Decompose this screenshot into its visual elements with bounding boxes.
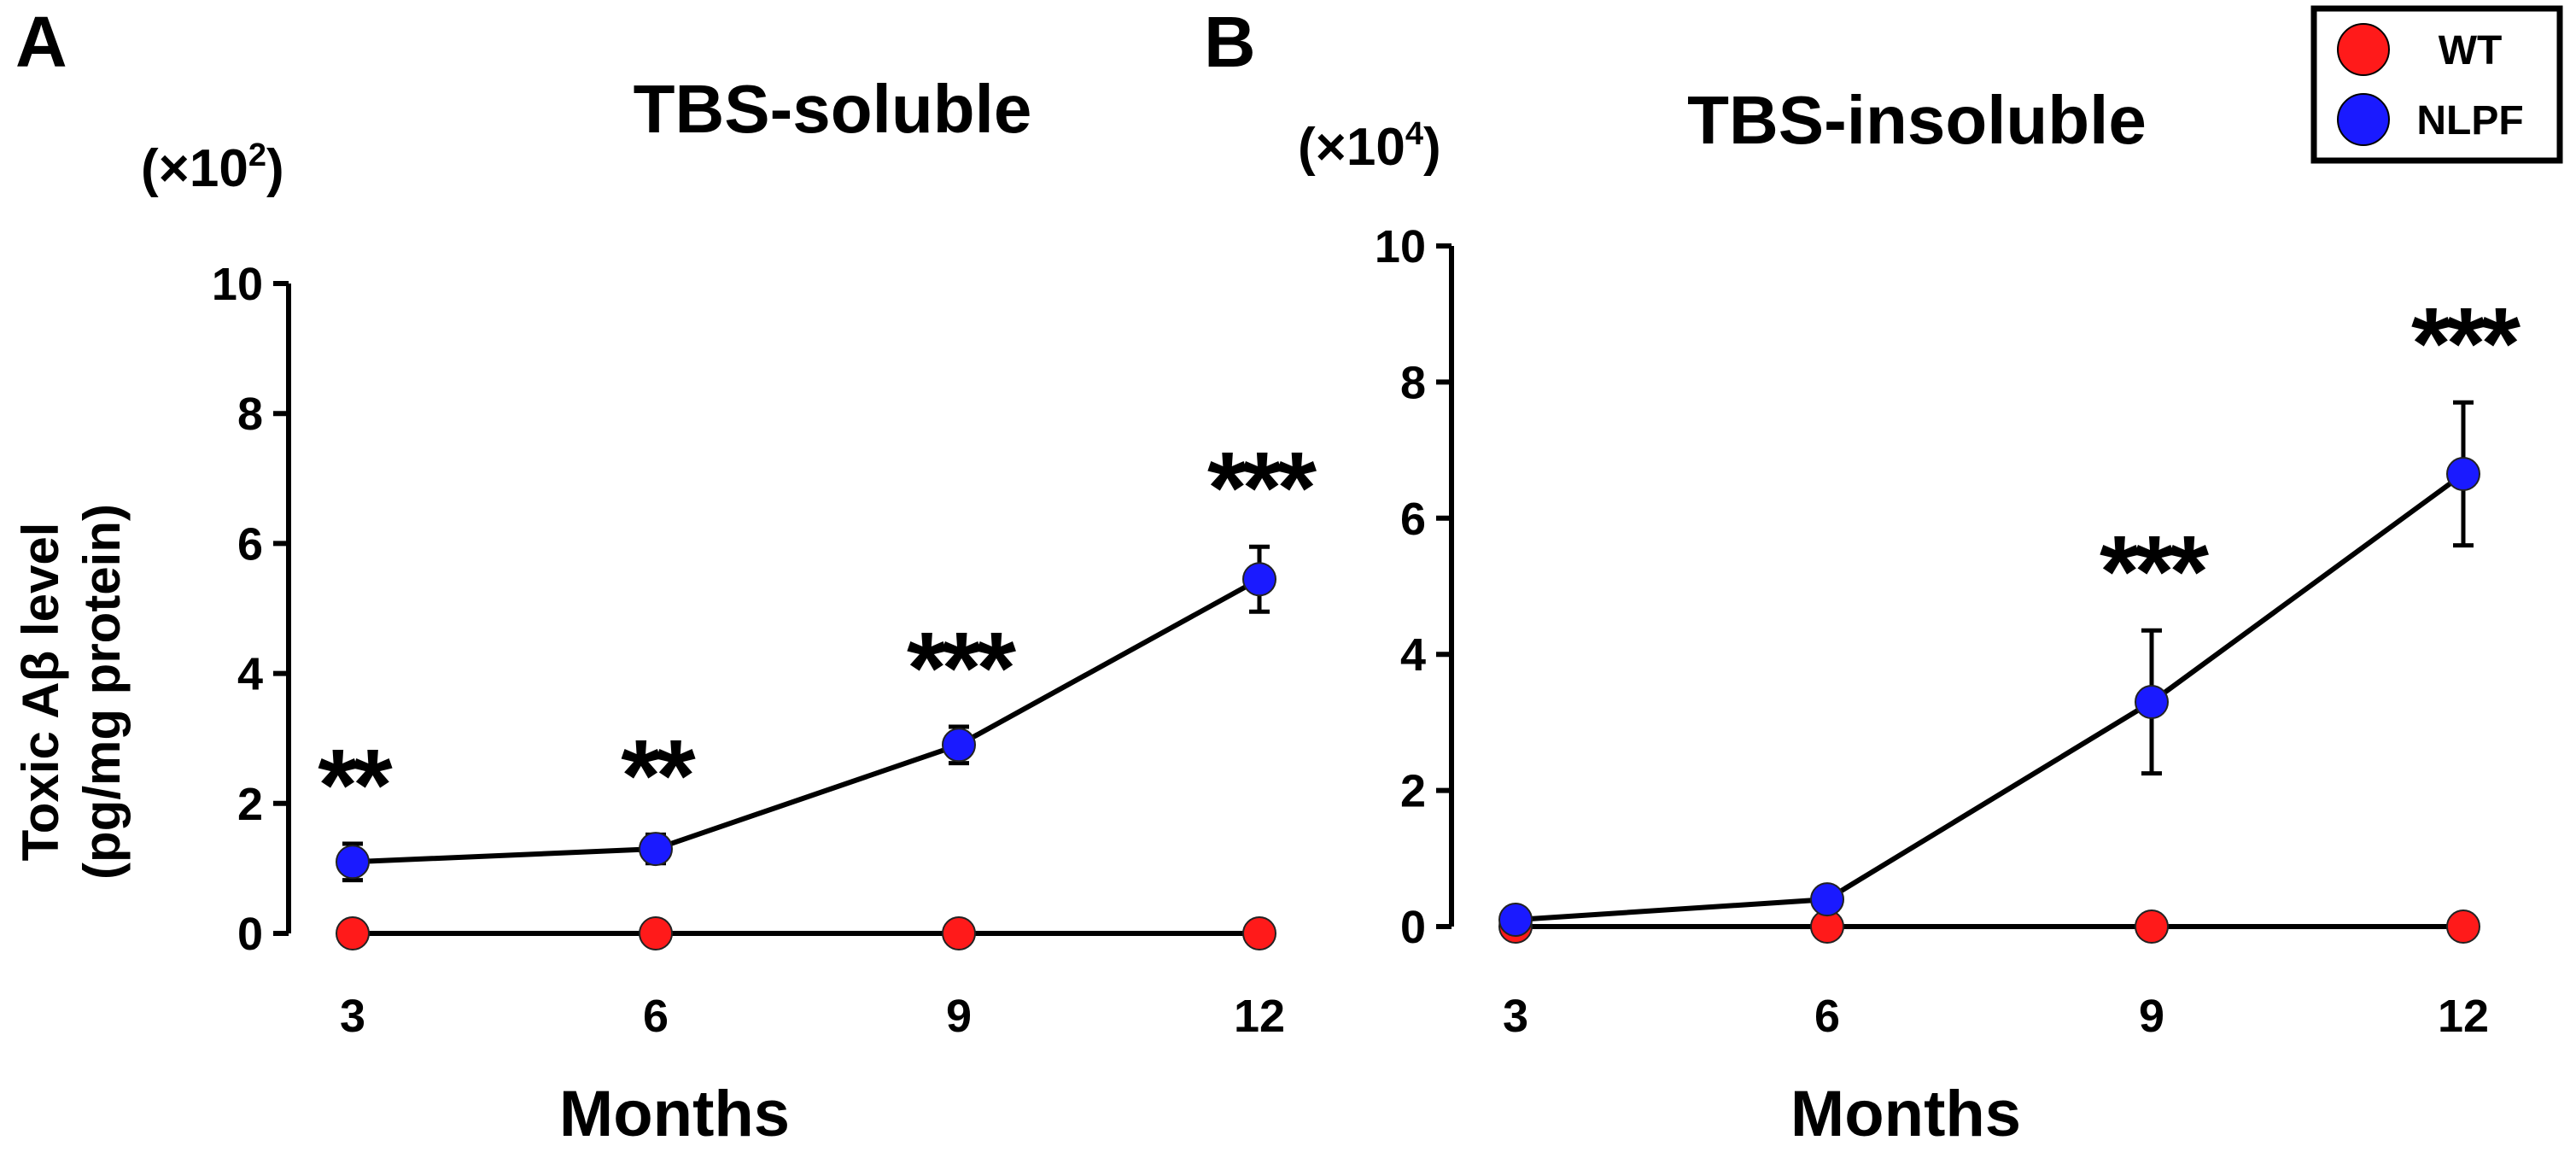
panel-a-scale-exp: 2 [248,137,266,173]
panel-a-nlpf-point [942,728,976,763]
panel-a-x-tick-label: 9 [946,991,972,1042]
panel-a-significance-marker: ** [318,728,393,842]
panel-a-y-tick-label: 2 [237,779,263,830]
panel-a-nlpf-point [639,832,673,867]
panel-a-significance-marker: *** [907,611,1016,725]
panel-b-scale-base: (×10 [1298,118,1405,177]
panel-a-x-tick-label: 3 [340,991,365,1042]
panel-b-x-tick-label: 9 [2139,991,2164,1042]
panel-a-y-tick-label: 4 [237,649,263,700]
legend-label-wt: WT [2439,28,2503,73]
panel-a-wt-point [1242,916,1276,950]
panel-a-x-tick-label: 12 [1234,991,1285,1042]
panel-b-y-tick-label: 0 [1400,902,1426,953]
panel-b-y-tick-label: 4 [1400,629,1426,681]
panel-a-y-tick-label: 10 [212,259,263,310]
panel-b-x-tick-label: 3 [1503,991,1528,1042]
panel-b-x-tick-label: 12 [2438,991,2489,1042]
panel-a-xlabel: Months [559,1078,790,1150]
panel-a-y-tick-label: 0 [237,909,263,960]
panel-a-wt-point [336,916,370,950]
legend-label-nlpf: NLPF [2416,98,2523,143]
panel-a-scale-base: (×10 [141,139,248,198]
panel-b-nlpf-point [2446,456,2480,491]
panel-a-y-tick-label: 8 [237,389,263,440]
panel-b-scale-note: (×104) [1298,116,1441,177]
panel-b-wt-point [2446,909,2480,944]
panel-b-y-tick-label: 8 [1400,357,1426,408]
panel-a-y-tick-label: 6 [237,518,263,570]
panel-b-nlpf-point [1810,882,1844,917]
legend-swatch-nlpf [2337,93,2390,146]
panel-b-nlpf-point [1498,903,1533,938]
panel-a-ylabel-line2: (pg/mg protein) [73,504,131,880]
panel-b-nlpf-point [2135,684,2169,719]
panel-a-wt-point [639,916,673,950]
panel-b-significance-marker: *** [2100,515,2209,629]
panel-b-wt-point [2135,909,2169,944]
panel-b-letter: B [1204,2,1256,82]
panel-a-nlpf-point [336,845,370,880]
panel-b-plot: 0 2 4 6 8 10 3 6 9 12 *** *** [1375,221,2526,1042]
panel-a-wt-point [942,916,976,950]
panel-a-scale-note: (×102) [141,137,284,198]
panel-a-letter: A [15,2,67,82]
legend-swatch-wt [2337,23,2390,76]
panel-a-ylabel-line1: Toxic Aβ level [12,523,69,862]
panel-b-xlabel: Months [1790,1078,2021,1150]
panel-a-x-tick-label: 6 [643,991,669,1042]
panel-b-y-tick-label: 10 [1375,221,1426,272]
panel-a-title: TBS-soluble [634,71,1032,147]
panel-b-scale-exp: 4 [1405,116,1423,152]
panel-b-x-tick-label: 6 [1814,991,1840,1042]
panel-b-significance-marker: *** [2411,287,2521,401]
panel-b-title: TBS-insoluble [1687,82,2147,158]
panel-b-y-tick-label: 2 [1400,766,1426,817]
panel-b-nlpf-line [1515,471,2465,923]
legend: WT NLPF [2310,5,2563,164]
panel-b-y-tick-label: 6 [1400,494,1426,545]
panel-a-nlpf-point [1242,562,1276,597]
panel-a-significance-marker: ** [621,719,696,833]
panel-a-nlpf-line [352,576,1261,865]
panel-a-significance-marker: *** [1207,431,1317,546]
